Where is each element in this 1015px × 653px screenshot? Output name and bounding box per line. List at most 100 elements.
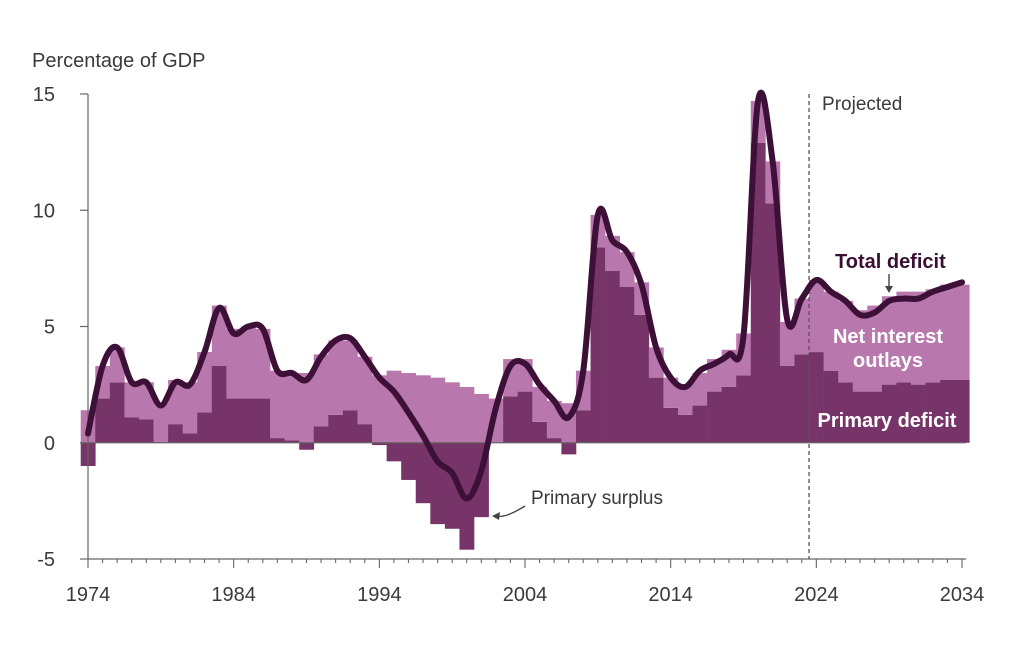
net-interest-bar — [896, 291, 912, 383]
net-interest-bar — [692, 373, 708, 406]
net-interest-label-line2: outlays — [853, 350, 923, 372]
net-interest-bar — [779, 321, 795, 367]
net-interest-bar — [299, 373, 315, 443]
primary-deficit-bar — [342, 410, 358, 443]
net-interest-bar — [328, 340, 344, 415]
net-interest-bar — [809, 280, 824, 353]
primary-deficit-bar — [109, 382, 125, 443]
primary-deficit-bar — [619, 286, 635, 443]
primary-surplus-bar — [561, 442, 577, 455]
primary-deficit-bar — [138, 419, 154, 443]
primary-deficit-bar — [124, 417, 140, 443]
net-interest-bar — [459, 386, 475, 443]
primary-deficit-bar — [881, 384, 897, 443]
net-interest-bar — [474, 393, 489, 443]
primary-deficit-bar — [240, 398, 256, 443]
primary-deficit-bar — [503, 396, 519, 443]
y-tick-label: 5 — [44, 317, 55, 339]
primary-deficit-bar — [867, 391, 883, 443]
primary-deficit-bar — [721, 386, 737, 443]
projected-label: Projected — [822, 94, 902, 115]
total-deficit-line — [85, 89, 965, 502]
x-ticks-group: 1974 1984 1994 2004 2014 2024 2034 — [66, 559, 985, 606]
y-tick-label: -5 — [37, 549, 55, 571]
x-tick-label: 2024 — [794, 584, 839, 606]
net-interest-bar — [313, 354, 329, 427]
primary-deficit-label: Primary deficit — [818, 410, 957, 432]
net-interest-bar — [444, 382, 460, 443]
primary-deficit-bar — [663, 407, 679, 443]
y-axis-title: Percentage of GDP — [32, 50, 205, 72]
primary-deficit-bar — [925, 382, 941, 443]
primary-deficit-bar — [328, 414, 344, 443]
net-interest-bar — [430, 377, 446, 443]
net-interest-label-line1: Net interest — [833, 326, 943, 348]
primary-deficit-bar — [590, 247, 606, 443]
primary-surplus-bar — [299, 442, 315, 450]
net-interest-bar — [852, 310, 868, 392]
primary-surplus-bar — [372, 442, 387, 446]
net-interest-bar — [226, 328, 242, 399]
net-interest-bar — [925, 289, 941, 383]
primary-deficit-bar — [605, 270, 620, 443]
primary-deficit-bar — [357, 424, 373, 443]
primary-deficit-bar — [794, 354, 810, 443]
x-tick-label: 1984 — [211, 584, 256, 606]
net-interest-bar — [838, 300, 854, 383]
primary-deficit-bar — [750, 142, 766, 443]
primary-surplus-bar — [401, 442, 417, 480]
net-interest-bar — [153, 403, 169, 443]
x-tick-label: 1974 — [66, 584, 111, 606]
primary-deficit-bar — [692, 405, 708, 443]
primary-deficit-bar — [838, 382, 854, 443]
primary-deficit-bar — [779, 366, 795, 443]
y-tick-label: 10 — [33, 200, 55, 222]
net-interest-bar — [182, 382, 198, 434]
net-interest-bar — [386, 370, 402, 443]
total-deficit-label: Total deficit — [835, 251, 946, 273]
net-interest-bar — [954, 284, 970, 380]
primary-deficit-bar — [809, 352, 824, 443]
primary-deficit-bar — [896, 382, 912, 443]
x-tick-label: 2014 — [648, 584, 693, 606]
primary-deficit-bar — [677, 414, 693, 443]
net-interest-bar — [124, 382, 140, 418]
net-interest-bar — [357, 356, 373, 425]
primary-deficit-bar — [648, 377, 664, 443]
primary-deficit-bar — [182, 433, 198, 443]
primary-deficit-bar — [284, 440, 300, 443]
primary-surplus-label: Primary surplus — [531, 488, 663, 509]
primary-surplus-bar — [386, 442, 402, 462]
net-interest-bar — [372, 375, 387, 443]
net-interest-bar — [342, 340, 358, 411]
primary-deficit-bar — [765, 203, 781, 443]
net-interest-bar — [240, 326, 256, 399]
primary-deficit-bar — [823, 370, 839, 443]
primary-deficit-bar — [270, 438, 285, 443]
total-deficit-arrowhead — [885, 286, 893, 293]
primary-deficit-bar — [211, 366, 227, 443]
primary-deficit-bar — [575, 410, 591, 443]
net-interest-bar — [677, 384, 693, 415]
primary-deficit-bar — [940, 379, 956, 443]
primary-deficit-bar — [95, 398, 111, 443]
primary-deficit-bar — [707, 391, 722, 443]
primary-surplus-arrowhead — [492, 512, 500, 520]
primary-deficit-bar — [546, 438, 562, 443]
primary-deficit-bar — [532, 421, 548, 443]
y-ticks-group: -5 0 5 10 15 — [33, 84, 88, 571]
net-interest-bar — [911, 291, 926, 385]
net-interest-bar — [823, 291, 839, 371]
primary-deficit-bar — [736, 375, 752, 443]
primary-deficit-bar — [313, 426, 329, 443]
primary-surplus-bar — [415, 442, 431, 504]
x-tick-label: 1994 — [357, 584, 402, 606]
x-tick-label: 2034 — [940, 584, 985, 606]
primary-deficit-bar — [226, 398, 242, 443]
net-interest-bar — [867, 305, 883, 392]
primary-surplus-bar — [444, 442, 460, 529]
net-interest-bar — [940, 284, 956, 380]
net-interest-bar — [270, 370, 285, 439]
y-tick-label: 0 — [44, 433, 55, 455]
